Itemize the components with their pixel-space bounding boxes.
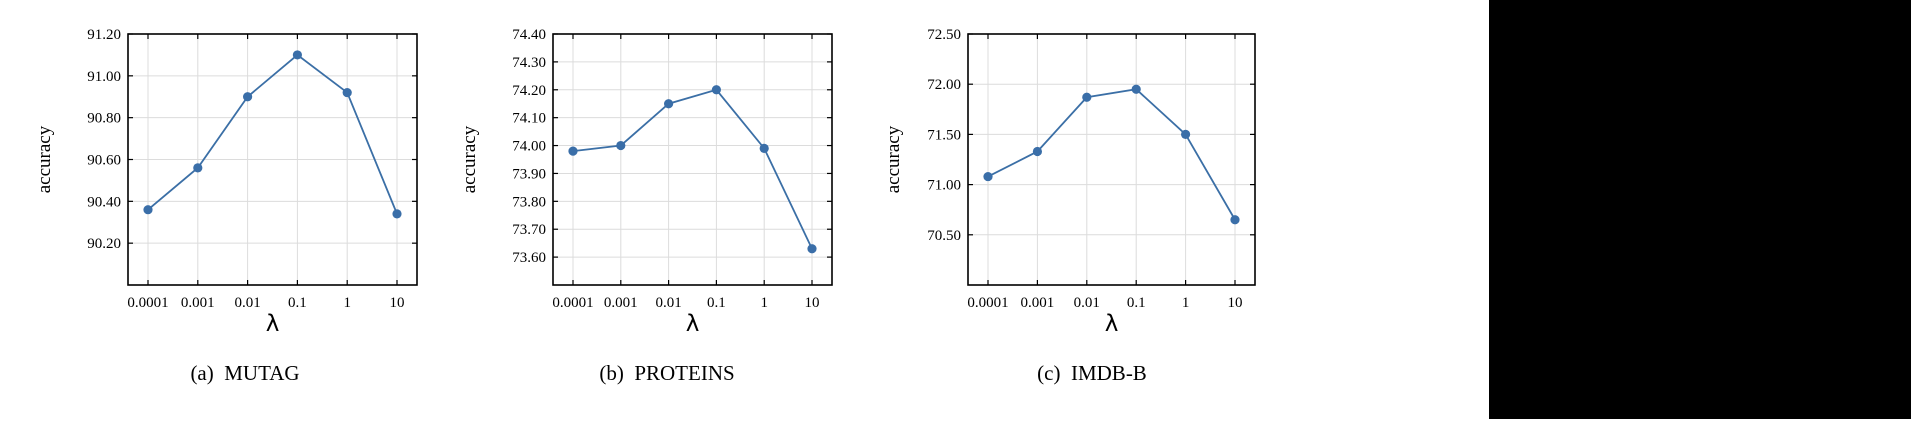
y-tick-label: 74.10: [512, 111, 546, 127]
y-tick-label: 73.80: [512, 194, 546, 210]
y-axis-label: accuracy: [459, 125, 480, 193]
y-tick-label: 74.00: [512, 139, 546, 155]
y-tick-label: 72.00: [927, 77, 961, 93]
y-tick-label: 74.30: [512, 55, 546, 71]
y-tick-label: 72.50: [927, 27, 961, 43]
y-axis-label: accuracy: [34, 125, 55, 193]
x-tick-label: 0.1: [707, 295, 726, 311]
data-point: [1032, 146, 1042, 157]
y-tick-label: 74.40: [512, 27, 546, 43]
data-point: [983, 171, 993, 182]
y-tick-label: 73.70: [512, 222, 546, 238]
x-tick-label: 0.01: [655, 295, 681, 311]
y-tick-label: 71.50: [927, 127, 961, 143]
x-tick-label: 0.1: [288, 295, 307, 311]
x-tick-label: 0.01: [1074, 295, 1100, 311]
data-point: [807, 244, 817, 254]
y-tick-label: 73.60: [512, 250, 546, 266]
x-tick-label: 0.001: [604, 295, 638, 311]
x-tick-label: 0.001: [181, 295, 215, 311]
x-tick-label: 10: [390, 295, 405, 311]
y-tick-label: 90.20: [87, 236, 121, 252]
series-line: [147, 53, 398, 215]
y-tick-label: 90.80: [87, 111, 121, 127]
series-line: [987, 88, 1236, 221]
chart-panel-1: 0.0001 0.001 0.01 0.1 1 10 90.20 90.40 90.60 90.8…: [34, 27, 418, 385]
y-tick-label: 91.00: [87, 69, 121, 85]
x-tick-label: 1: [1182, 295, 1190, 311]
x-axis-label: λ: [686, 311, 700, 337]
chart-panel-3: 0.0001 0.001 0.01 0.1 1 10 70.50 71.00 71.50 72.0…: [883, 27, 1256, 385]
y-tick-label: 90.60: [87, 153, 121, 169]
data-point: [1131, 84, 1141, 94]
data-point: [664, 99, 674, 109]
data-point: [1082, 92, 1092, 102]
data-point: [243, 92, 253, 102]
x-tick-label: 0.0001: [127, 295, 168, 311]
chart-caption: (b) PROTEINS: [599, 361, 734, 385]
chart-panel-2: 0.0001 0.001 0.01 0.1 1 10 73.60 73.70 73.80 73.9…: [459, 27, 833, 385]
series-line: [572, 88, 813, 250]
y-tick-label: 73.90: [512, 166, 546, 182]
x-tick-label: 0.001: [1021, 295, 1055, 311]
x-tick-label: 0.0001: [552, 295, 593, 311]
x-tick-label: 0.01: [234, 295, 260, 311]
data-point: [568, 146, 578, 156]
x-tick-label: 0.1: [1127, 295, 1146, 311]
x-tick-label: 10: [805, 295, 820, 311]
data-point: [711, 85, 722, 95]
x-axis-label: λ: [1105, 311, 1119, 337]
data-point: [1181, 129, 1191, 139]
y-tick-label: 91.20: [87, 27, 121, 43]
data-point: [392, 209, 402, 219]
x-tick-label: 1: [343, 295, 351, 311]
y-tick-label: 70.50: [927, 228, 961, 244]
y-tick-label: 74.20: [512, 83, 546, 99]
x-tick-label: 0.0001: [967, 295, 1008, 311]
data-point: [143, 205, 153, 215]
x-tick-label: 1: [760, 295, 768, 311]
y-tick-label: 71.00: [927, 178, 961, 194]
y-axis-label: accuracy: [883, 125, 904, 193]
data-point: [759, 143, 769, 153]
axes-frame: [552, 33, 833, 286]
axes-frame: [967, 33, 1256, 286]
data-point: [193, 163, 203, 173]
x-axis-label: λ: [266, 311, 280, 337]
data-point: [342, 87, 352, 98]
x-tick-label: 10: [1228, 295, 1243, 311]
y-tick-label: 90.40: [87, 194, 121, 210]
data-point: [292, 50, 302, 60]
right-black-band: [1489, 0, 1911, 419]
data-point: [616, 140, 626, 151]
chart-caption: (a) MUTAG: [190, 361, 299, 385]
chart-caption: (c) IMDB-B: [1037, 361, 1147, 385]
data-point: [1230, 215, 1240, 225]
